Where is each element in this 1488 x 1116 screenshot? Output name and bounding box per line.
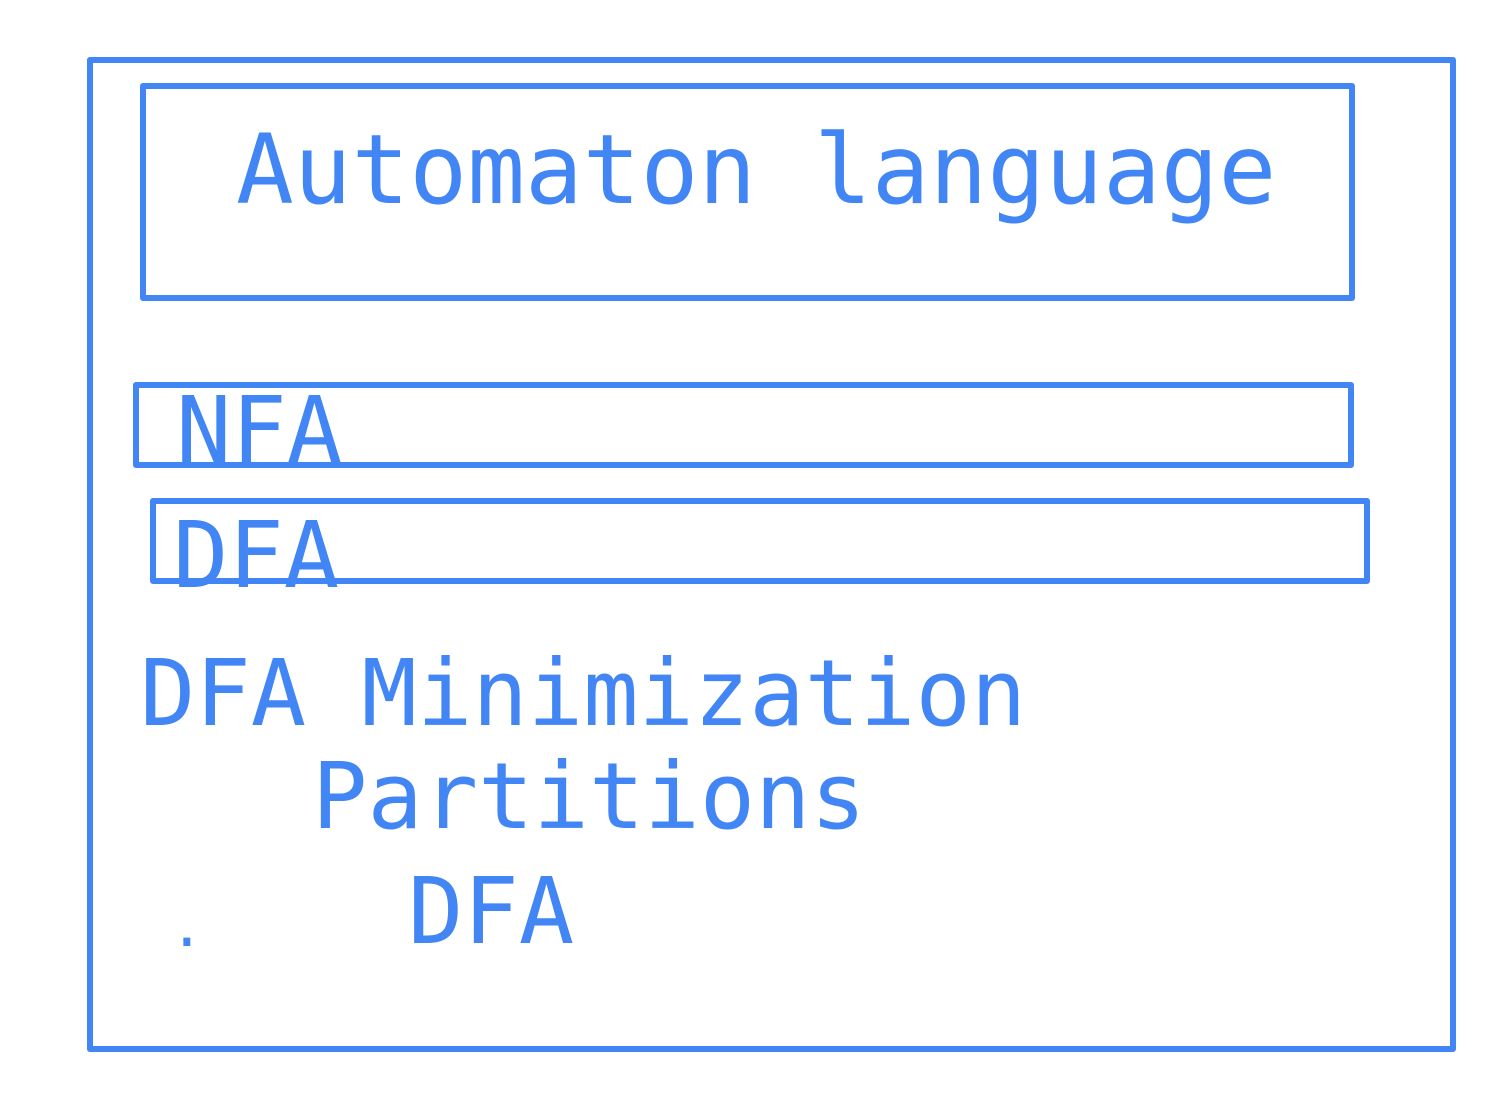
minimization-heading: DFA Minimization	[140, 640, 1027, 747]
partitions-label: Partitions	[312, 743, 866, 850]
marker-dot: .	[170, 895, 204, 960]
nfa-box	[133, 382, 1354, 468]
result-dfa-label: DFA	[408, 858, 575, 965]
diagram-title: Automaton language	[236, 114, 1277, 226]
dfa-label: DFA	[173, 502, 340, 609]
title-box	[140, 83, 1355, 301]
outer-frame	[87, 57, 1456, 1052]
nfa-label: NFA	[176, 377, 343, 484]
dfa-box	[150, 498, 1370, 584]
